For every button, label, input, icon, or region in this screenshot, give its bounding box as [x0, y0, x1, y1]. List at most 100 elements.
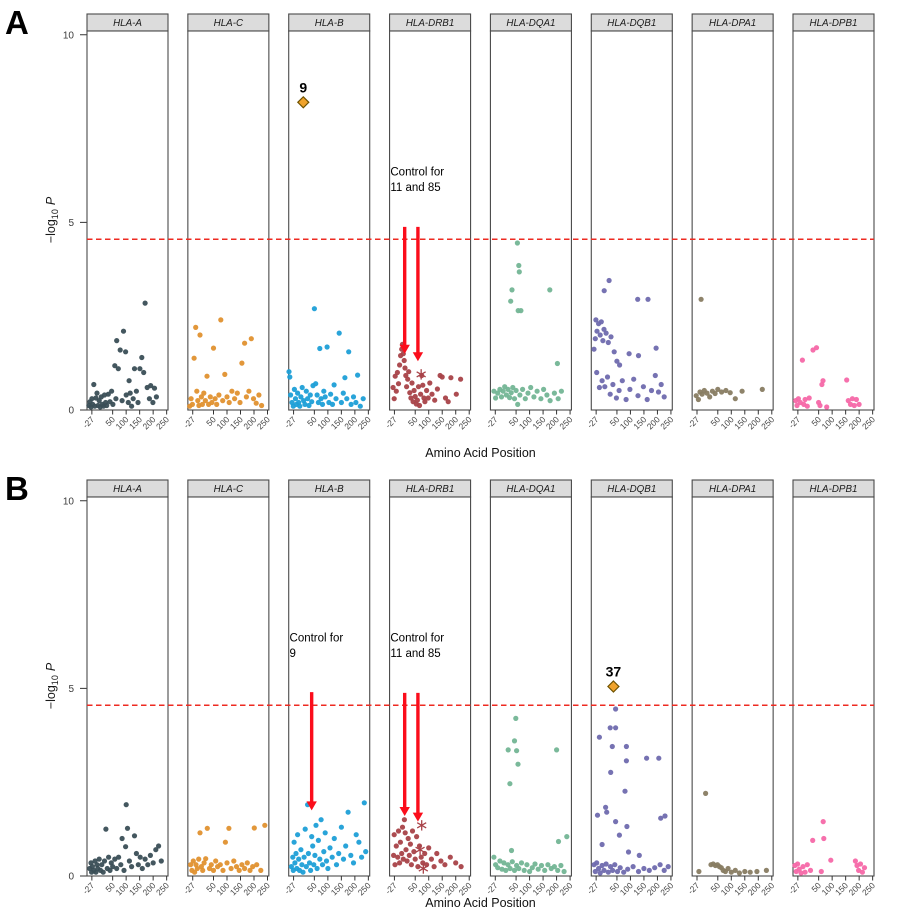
data-point: [110, 864, 116, 870]
data-point: [123, 392, 129, 398]
data-point: [317, 856, 323, 862]
data-point: [493, 395, 499, 401]
data-point: [306, 402, 312, 409]
data-point: [303, 864, 309, 870]
data-point: [114, 338, 120, 344]
data-point: [392, 862, 398, 868]
data-point: [732, 867, 738, 873]
x-tick-label: -27: [787, 880, 803, 896]
data-point: [202, 398, 208, 404]
x-tick-label: 250: [356, 880, 373, 897]
data-point: [189, 401, 195, 407]
data-point: [515, 761, 521, 767]
data-point: [813, 345, 820, 351]
facet-strip-label: HLA-DRB1: [406, 484, 454, 495]
data-point: [625, 849, 632, 855]
facet-strip-label: HLA-A: [113, 484, 142, 495]
data-point: [114, 865, 120, 872]
panel-a-label: A: [5, 4, 29, 41]
data-point: [356, 839, 362, 845]
data-point: [133, 388, 139, 394]
data-point: [395, 854, 401, 860]
data-point: [759, 386, 765, 392]
data-point: [695, 396, 702, 403]
asterisk-marker: [416, 371, 426, 378]
data-point: [258, 867, 264, 873]
data-point: [624, 823, 630, 830]
facet-panel: [187, 30, 270, 411]
data-point: [424, 387, 430, 394]
data-point: [603, 861, 609, 867]
data-point: [425, 395, 431, 401]
data-point: [617, 362, 623, 368]
data-point: [458, 376, 464, 382]
data-point: [794, 402, 800, 409]
data-point: [515, 401, 521, 407]
x-tick-label: -27: [81, 880, 97, 896]
data-point: [254, 862, 260, 868]
data-point: [287, 374, 293, 380]
data-point: [558, 388, 565, 394]
data-point: [561, 868, 567, 875]
data-point: [810, 837, 816, 843]
data-point: [109, 388, 115, 394]
data-point: [91, 381, 97, 388]
data-point: [607, 725, 613, 731]
data-point: [422, 399, 428, 405]
data-point: [411, 849, 417, 855]
data-point: [353, 399, 359, 406]
data-point: [849, 396, 856, 402]
data-point: [696, 868, 702, 875]
y-tick-label: 10: [63, 30, 75, 41]
data-point: [331, 382, 337, 388]
data-point: [406, 369, 412, 375]
highlight-diamond: [296, 95, 310, 109]
data-point: [635, 296, 641, 302]
data-point: [190, 858, 196, 864]
data-point: [222, 371, 228, 377]
y-axis-title-subscript: 10: [50, 209, 60, 220]
facet-strip-label: HLA-DPB1: [810, 484, 858, 495]
data-point: [754, 868, 760, 875]
data-point: [626, 351, 632, 357]
data-point: [242, 865, 248, 872]
data-point: [96, 856, 102, 862]
data-point: [527, 868, 533, 875]
control-arrow-head: [412, 812, 424, 822]
data-point: [201, 860, 207, 866]
data-point: [340, 856, 347, 862]
data-point: [608, 334, 614, 340]
data-point: [314, 865, 320, 872]
data-point: [820, 378, 826, 384]
data-point: [517, 392, 523, 398]
data-point: [338, 824, 344, 830]
highlight-diamond: [607, 680, 620, 693]
data-point: [698, 296, 704, 302]
data-point: [150, 399, 156, 406]
y-axis-title-text: −log: [44, 219, 58, 244]
data-point: [619, 378, 625, 384]
data-point: [156, 843, 162, 849]
data-point: [617, 865, 623, 871]
data-point: [153, 847, 159, 853]
x-tick-label: -27: [585, 880, 601, 896]
x-tick-label: 250: [457, 414, 474, 431]
data-point: [124, 825, 131, 831]
data-point: [505, 862, 511, 868]
data-point: [123, 802, 129, 808]
data-point: [445, 399, 451, 405]
data-point: [432, 397, 438, 403]
annotation-text: Control for: [390, 166, 444, 178]
data-point: [652, 865, 658, 871]
data-point: [610, 381, 616, 388]
data-point: [224, 394, 230, 400]
data-point: [426, 845, 432, 851]
data-point: [806, 395, 812, 401]
data-point: [603, 804, 609, 810]
data-point: [193, 324, 199, 330]
data-point: [234, 390, 240, 396]
x-axis-title: Amino Acid Position: [425, 896, 536, 910]
data-point: [312, 852, 318, 858]
data-point: [599, 862, 605, 869]
data-point: [350, 860, 357, 866]
